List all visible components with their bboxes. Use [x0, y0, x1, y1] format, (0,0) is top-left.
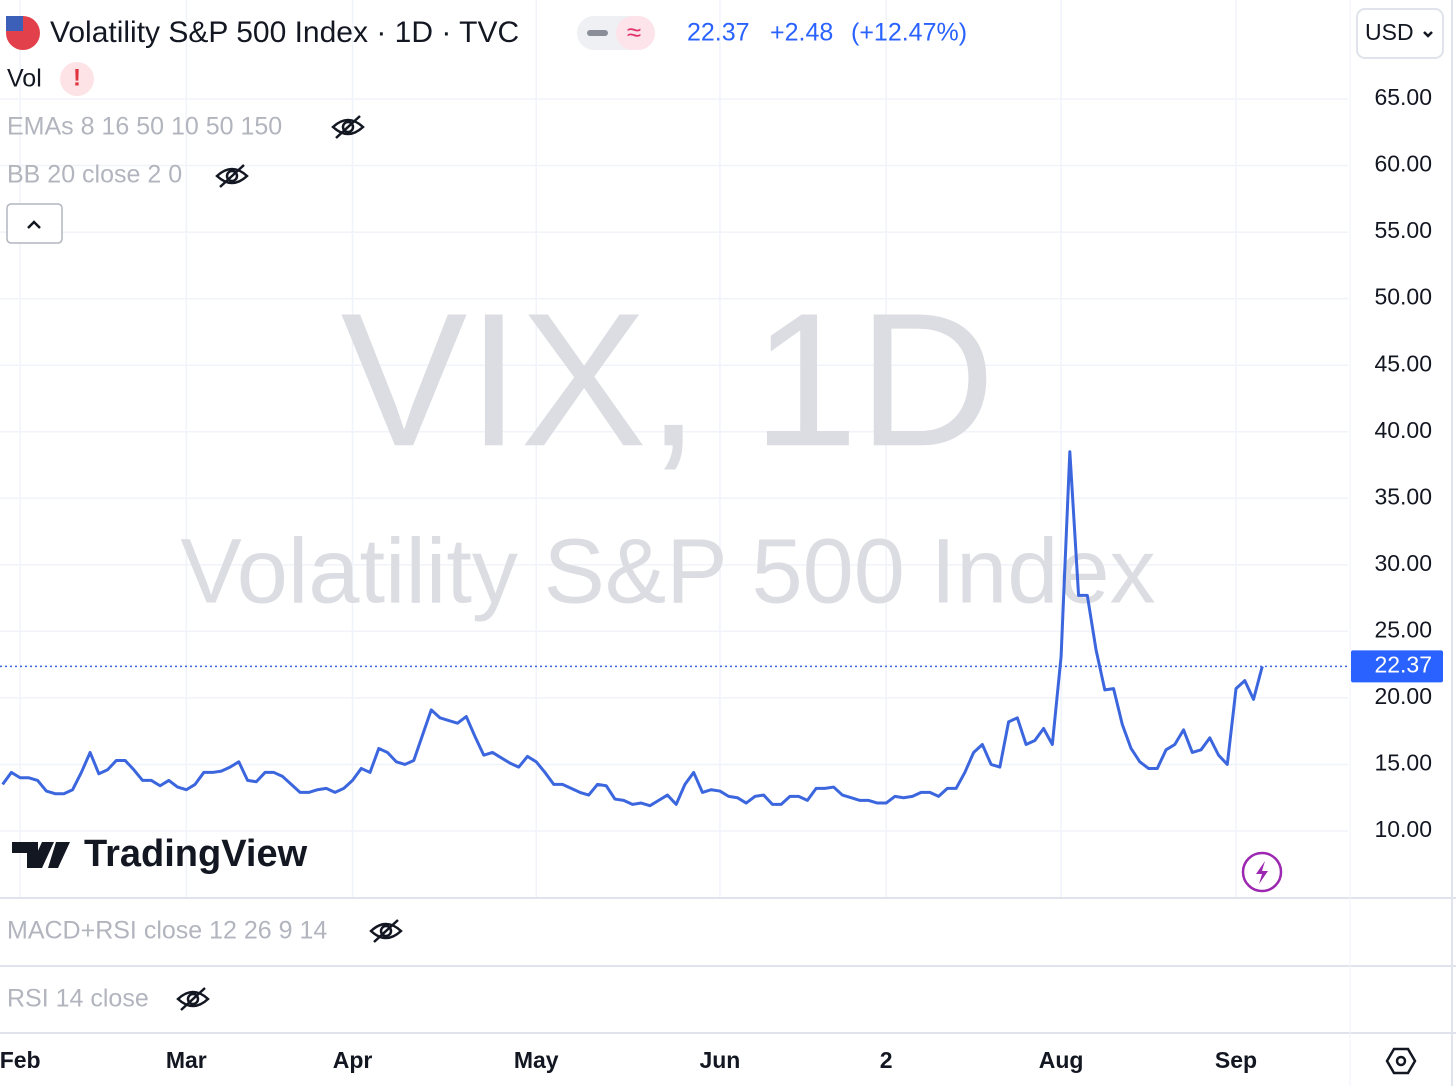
change: +2.48: [770, 19, 833, 47]
y-tick-label: 45.00: [1374, 350, 1432, 376]
y-tick-label: 30.00: [1374, 550, 1432, 576]
x-tick-label: Mar: [166, 1047, 207, 1073]
y-tick-label: 50.00: [1374, 284, 1432, 310]
warning-icon[interactable]: [60, 62, 94, 96]
change-pct: (+12.47%): [851, 19, 967, 47]
last-price: 22.37: [687, 19, 750, 47]
price-label: 22.37: [1374, 651, 1432, 677]
y-tick-label: 15.00: [1374, 750, 1432, 776]
x-tick-label: 2: [880, 1047, 893, 1073]
y-tick-label: 65.00: [1374, 84, 1432, 110]
grid: [0, 0, 1348, 897]
hidden-icon[interactable]: [331, 115, 365, 139]
watermark: Volatility S&P 500 Index: [180, 520, 1155, 622]
axes: 10.00 15.00 20.00 25.00 30.00 35.00 40.00 45.00…: [0, 84, 1443, 1073]
warning-icon: !: [73, 64, 81, 91]
watermark: VIX, 1D: [341, 274, 996, 486]
pane-label[interactable]: MACD+RSI close 12 26 9 14: [7, 917, 327, 945]
currency[interactable]: USD: [1365, 19, 1414, 45]
y-tick-label: 60.00: [1374, 151, 1432, 177]
toggle-icon: ≈: [627, 17, 641, 47]
x-tick-label: Aug: [1039, 1047, 1084, 1073]
indicator-label[interactable]: BB 20 close 2 0: [7, 161, 182, 189]
settings-icon[interactable]: [1385, 1047, 1417, 1075]
x-tick-label: Apr: [333, 1047, 373, 1073]
y-tick-label: 25.00: [1374, 616, 1432, 642]
indicator-label[interactable]: EMAs 8 16 50 10 50 150: [7, 113, 282, 141]
x-tick-label: Feb: [0, 1047, 41, 1073]
flag-icon: [6, 16, 23, 31]
hidden-icon[interactable]: [176, 987, 210, 1011]
brand: TradingView: [84, 833, 308, 875]
alert-icon: [1256, 861, 1268, 884]
hidden-icon[interactable]: [215, 164, 249, 188]
symbol-title[interactable]: Volatility S&P 500 Index · 1D · TVC: [50, 16, 519, 49]
x-tick-label: Sep: [1215, 1047, 1257, 1073]
y-tick-label: 35.00: [1374, 483, 1432, 509]
plot: [0, 450, 1348, 808]
hidden-icon[interactable]: [369, 919, 403, 943]
brand-logo: [12, 842, 70, 868]
y-tick-label: 40.00: [1374, 417, 1432, 443]
collapse-icon: [27, 220, 41, 229]
indicator-label[interactable]: Vol: [7, 65, 42, 93]
currency-button[interactable]: [1356, 8, 1444, 59]
y-tick-label: 55.00: [1374, 217, 1432, 243]
toggle-icon: [587, 30, 608, 36]
toggle[interactable]: [616, 16, 655, 50]
x-tick-label: Jun: [699, 1047, 740, 1073]
price-label-box: [1351, 650, 1443, 683]
dropdown-icon: [1423, 31, 1433, 38]
pane-label[interactable]: RSI 14 close: [7, 985, 149, 1013]
y-tick-label: 10.00: [1374, 816, 1432, 842]
x-tick-label: May: [514, 1047, 559, 1073]
y-tick-label: 20.00: [1374, 683, 1432, 709]
line: [1, 450, 1264, 808]
